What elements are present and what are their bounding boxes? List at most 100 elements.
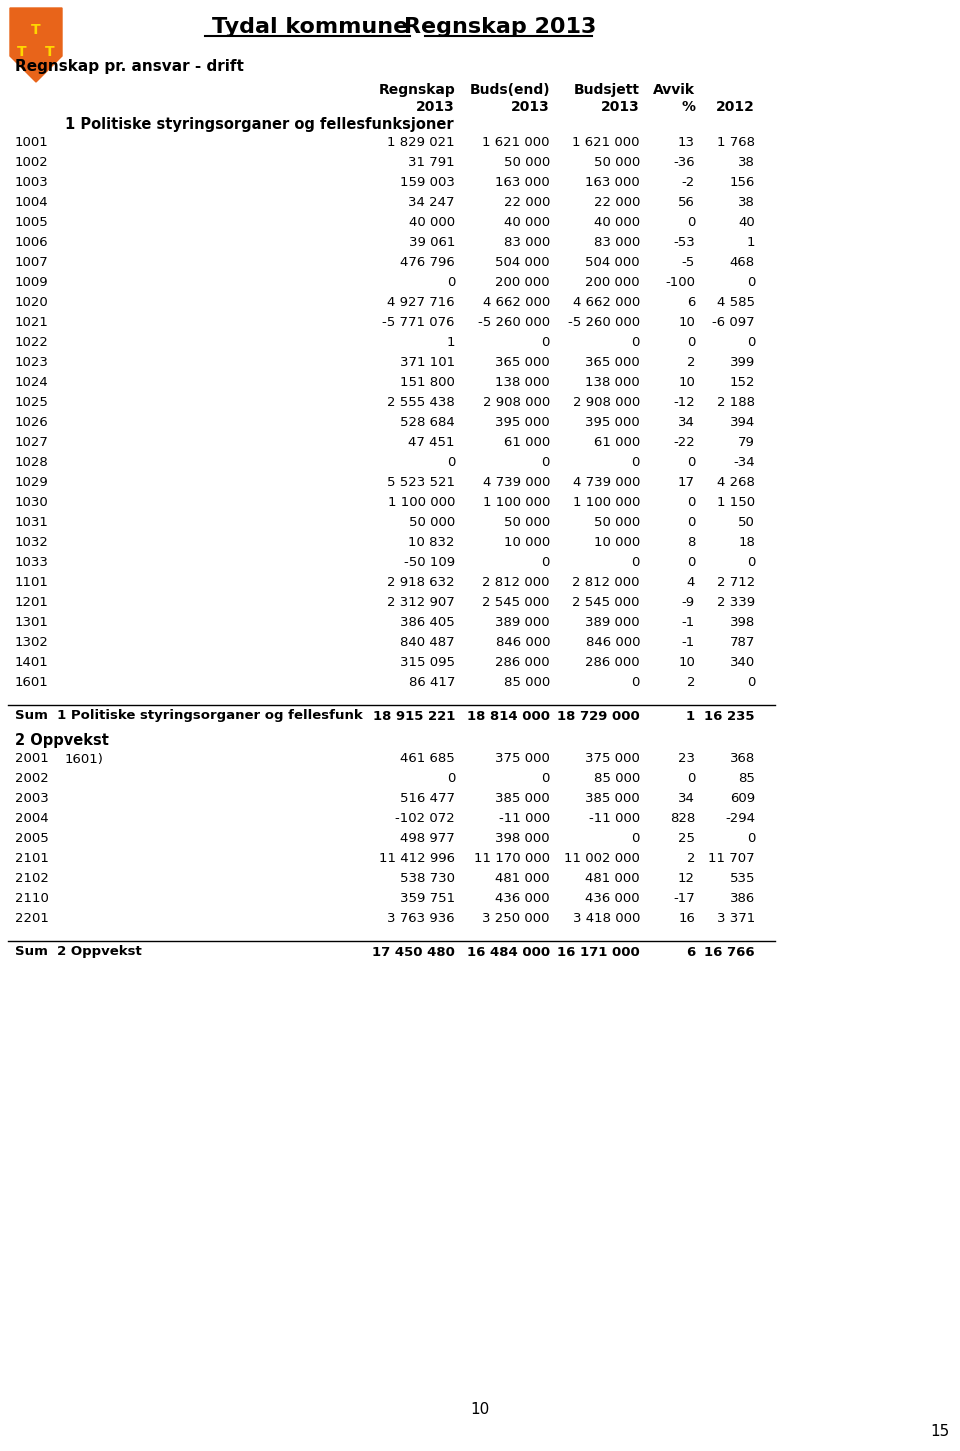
Text: 1031: 1031 bbox=[15, 515, 49, 528]
Text: 4 268: 4 268 bbox=[717, 476, 755, 489]
Text: Avvik: Avvik bbox=[653, 83, 695, 97]
Text: 0: 0 bbox=[747, 676, 755, 689]
Text: 1 150: 1 150 bbox=[717, 495, 755, 508]
Text: -11 000: -11 000 bbox=[588, 811, 640, 824]
Text: 516 477: 516 477 bbox=[400, 791, 455, 804]
Text: 1022: 1022 bbox=[15, 335, 49, 348]
Text: 398: 398 bbox=[730, 615, 755, 628]
Text: 2102: 2102 bbox=[15, 872, 49, 885]
Text: 16: 16 bbox=[678, 911, 695, 924]
Text: Sum  1 Politiske styringsorganer og fellesfunk: Sum 1 Politiske styringsorganer og felle… bbox=[15, 710, 363, 723]
Text: 0: 0 bbox=[747, 276, 755, 289]
Text: %: % bbox=[681, 100, 695, 115]
Text: 609: 609 bbox=[730, 791, 755, 804]
Text: 17: 17 bbox=[678, 476, 695, 489]
Text: 1401: 1401 bbox=[15, 656, 49, 669]
Text: -5: -5 bbox=[682, 255, 695, 268]
Text: 371 101: 371 101 bbox=[400, 355, 455, 369]
Text: 34: 34 bbox=[678, 791, 695, 804]
Text: 18 729 000: 18 729 000 bbox=[557, 710, 640, 723]
Text: 365 000: 365 000 bbox=[495, 355, 550, 369]
Text: 315 095: 315 095 bbox=[400, 656, 455, 669]
Text: 398 000: 398 000 bbox=[495, 831, 550, 844]
Text: 4 739 000: 4 739 000 bbox=[483, 476, 550, 489]
Text: 828: 828 bbox=[670, 811, 695, 824]
Text: 1004: 1004 bbox=[15, 196, 49, 209]
Text: -294: -294 bbox=[725, 811, 755, 824]
Text: 11 170 000: 11 170 000 bbox=[474, 852, 550, 865]
Text: 2: 2 bbox=[686, 355, 695, 369]
Text: 385 000: 385 000 bbox=[495, 791, 550, 804]
Text: -5 260 000: -5 260 000 bbox=[568, 315, 640, 328]
Text: Regnskap: Regnskap bbox=[378, 83, 455, 97]
Text: 1 100 000: 1 100 000 bbox=[483, 495, 550, 508]
Text: 2 908 000: 2 908 000 bbox=[483, 396, 550, 409]
Text: T: T bbox=[31, 23, 41, 36]
Text: 16 171 000: 16 171 000 bbox=[557, 946, 640, 959]
Text: 1027: 1027 bbox=[15, 435, 49, 448]
Text: 2 545 000: 2 545 000 bbox=[572, 595, 640, 608]
Text: 0: 0 bbox=[747, 335, 755, 348]
Text: 395 000: 395 000 bbox=[586, 415, 640, 428]
Text: 2001: 2001 bbox=[15, 752, 49, 765]
Text: 50 000: 50 000 bbox=[593, 515, 640, 528]
Text: 18: 18 bbox=[738, 535, 755, 548]
Text: 200 000: 200 000 bbox=[586, 276, 640, 289]
Text: 50 000: 50 000 bbox=[504, 515, 550, 528]
Text: 0: 0 bbox=[446, 456, 455, 469]
Text: 34 247: 34 247 bbox=[409, 196, 455, 209]
Text: 13: 13 bbox=[678, 135, 695, 148]
Text: -2: -2 bbox=[682, 176, 695, 189]
Text: 61 000: 61 000 bbox=[593, 435, 640, 448]
Text: 2 555 438: 2 555 438 bbox=[387, 396, 455, 409]
Text: 1033: 1033 bbox=[15, 556, 49, 569]
Text: -50 109: -50 109 bbox=[404, 556, 455, 569]
Text: -1: -1 bbox=[682, 615, 695, 628]
Text: 0: 0 bbox=[686, 335, 695, 348]
Text: 86 417: 86 417 bbox=[409, 676, 455, 689]
Text: Tydal kommune: Tydal kommune bbox=[212, 17, 408, 36]
Text: 0: 0 bbox=[632, 831, 640, 844]
Text: 2 812 000: 2 812 000 bbox=[483, 576, 550, 589]
Text: 0: 0 bbox=[686, 216, 695, 228]
Text: 1 Politiske styringsorganer og fellesfunksjoner: 1 Politiske styringsorganer og fellesfun… bbox=[65, 116, 454, 132]
Text: 15: 15 bbox=[930, 1425, 949, 1439]
Text: 0: 0 bbox=[446, 772, 455, 785]
Text: 1028: 1028 bbox=[15, 456, 49, 469]
Text: 2 545 000: 2 545 000 bbox=[483, 595, 550, 608]
Text: 476 796: 476 796 bbox=[400, 255, 455, 268]
Text: 1023: 1023 bbox=[15, 355, 49, 369]
Text: -22: -22 bbox=[673, 435, 695, 448]
Text: 0: 0 bbox=[686, 515, 695, 528]
Text: 1 621 000: 1 621 000 bbox=[572, 135, 640, 148]
Text: 138 000: 138 000 bbox=[586, 376, 640, 389]
Text: 85: 85 bbox=[738, 772, 755, 785]
Text: -12: -12 bbox=[673, 396, 695, 409]
Text: 286 000: 286 000 bbox=[586, 656, 640, 669]
Text: 1020: 1020 bbox=[15, 296, 49, 309]
Text: 11 707: 11 707 bbox=[708, 852, 755, 865]
Text: 4 662 000: 4 662 000 bbox=[573, 296, 640, 309]
Text: 1601): 1601) bbox=[65, 753, 104, 766]
Text: 4: 4 bbox=[686, 576, 695, 589]
Text: 38: 38 bbox=[738, 155, 755, 168]
Text: 840 487: 840 487 bbox=[400, 636, 455, 649]
Text: -1: -1 bbox=[682, 636, 695, 649]
Text: 40: 40 bbox=[738, 216, 755, 228]
Text: 79: 79 bbox=[738, 435, 755, 448]
Text: 2013: 2013 bbox=[601, 100, 640, 115]
Text: T: T bbox=[45, 45, 55, 59]
Text: 163 000: 163 000 bbox=[495, 176, 550, 189]
Text: 498 977: 498 977 bbox=[400, 831, 455, 844]
Text: 34: 34 bbox=[678, 415, 695, 428]
Text: 468: 468 bbox=[730, 255, 755, 268]
Text: 1003: 1003 bbox=[15, 176, 49, 189]
Text: 22 000: 22 000 bbox=[504, 196, 550, 209]
Text: 0: 0 bbox=[541, 456, 550, 469]
Text: 10: 10 bbox=[470, 1403, 490, 1418]
Text: 31 791: 31 791 bbox=[408, 155, 455, 168]
Text: 10: 10 bbox=[678, 656, 695, 669]
Text: 2004: 2004 bbox=[15, 811, 49, 824]
Text: 394: 394 bbox=[730, 415, 755, 428]
Polygon shape bbox=[10, 9, 62, 83]
